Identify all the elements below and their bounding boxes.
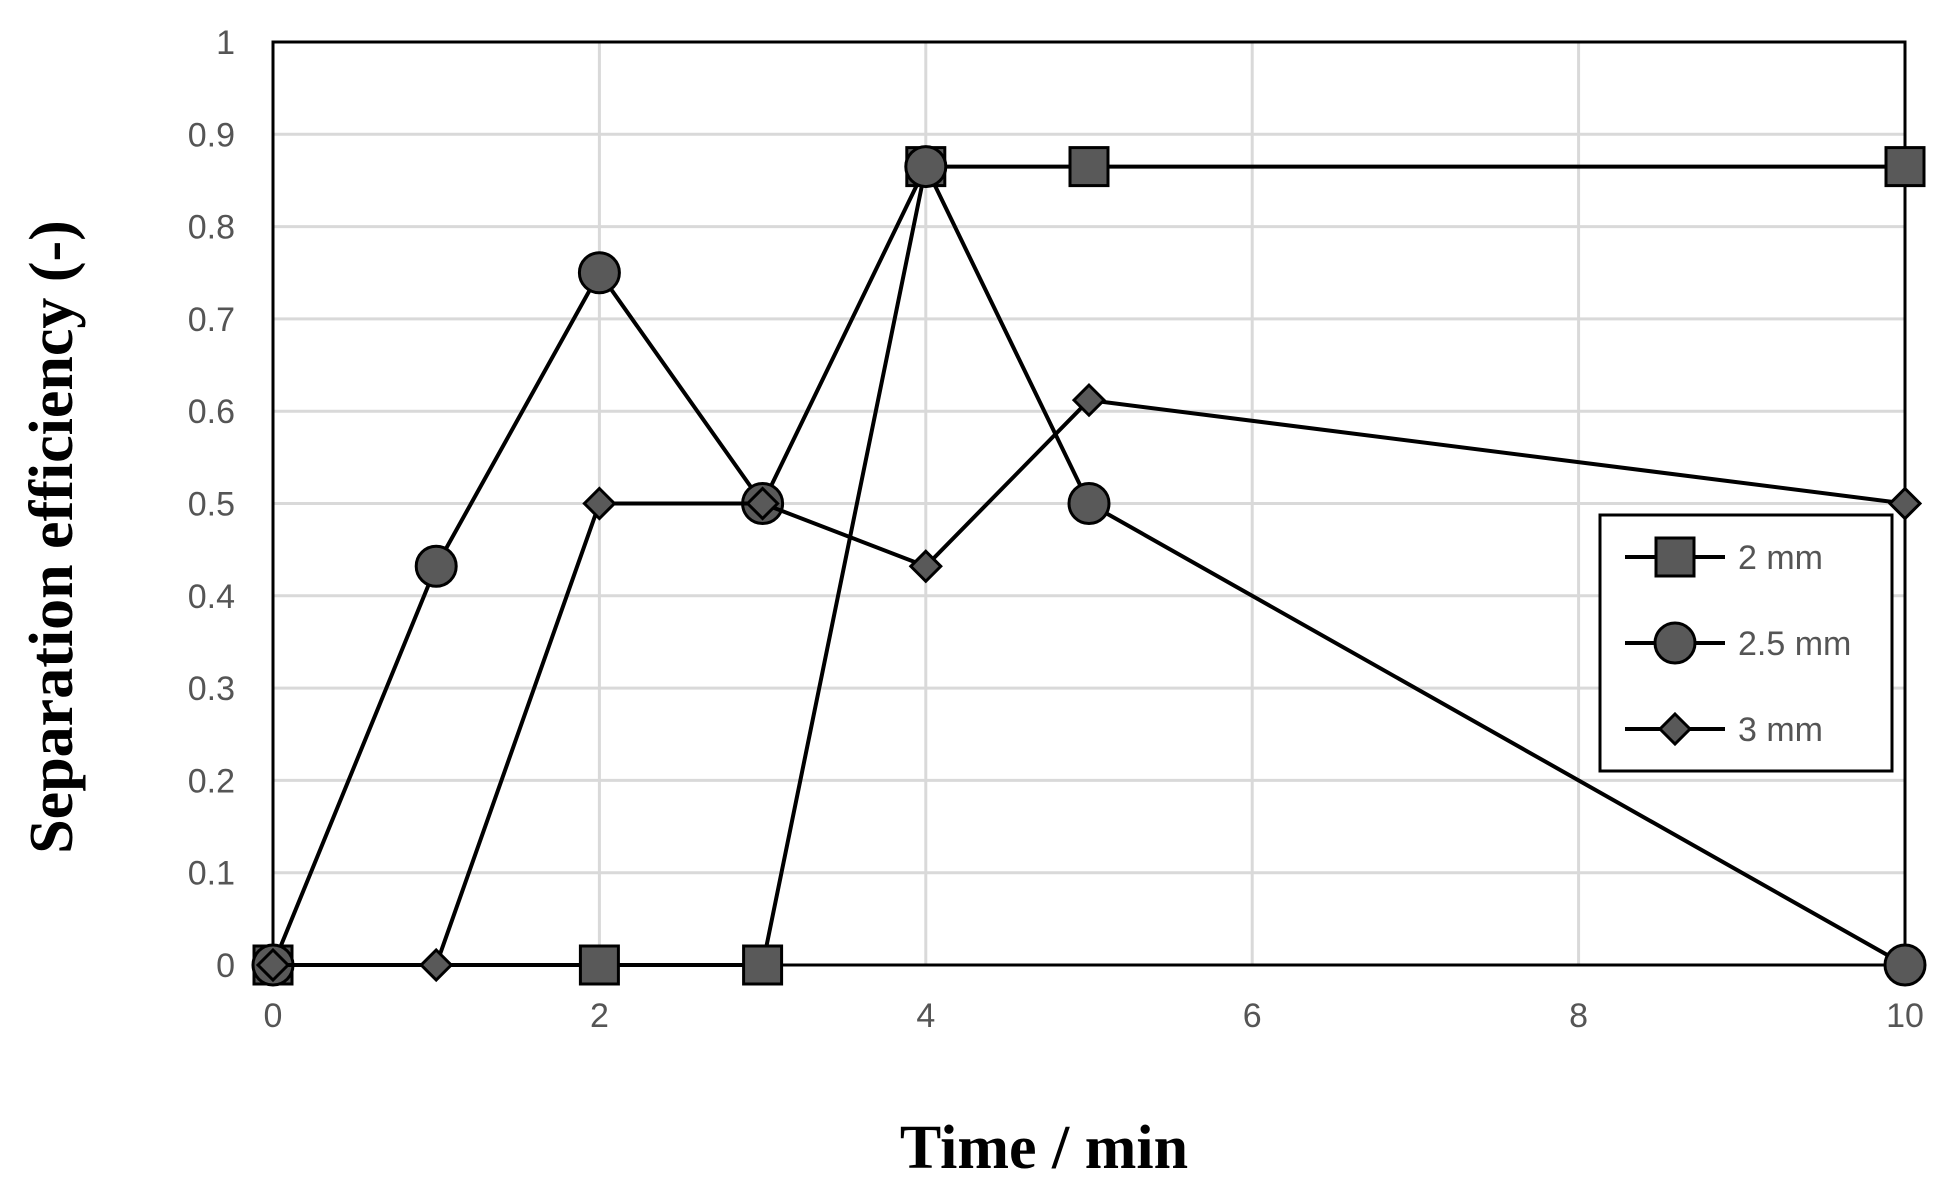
- x-tick-label: 2: [590, 997, 609, 1035]
- legend-marker-square: [1654, 536, 1696, 578]
- y-tick-label: 0.9: [188, 116, 235, 154]
- legend-label: 2 mm: [1738, 539, 1823, 577]
- y-tick-label: 0.3: [188, 670, 235, 708]
- data-point-diamond: [419, 947, 454, 983]
- data-point-diamond: [1887, 486, 1923, 521]
- legend-item: 2 mm: [1625, 536, 1823, 578]
- data-point-circle: [577, 251, 621, 295]
- legend-items: 2 mm 2.5 mm 3 mm: [1625, 536, 1851, 749]
- data-point-circle: [1883, 943, 1927, 987]
- data-point-circle: [904, 145, 948, 189]
- x-tick-label: 8: [1569, 997, 1588, 1035]
- data-point-diamond: [908, 549, 943, 584]
- legend: 2 mm 2.5 mm 3 mm: [1598, 513, 1894, 773]
- x-tick-label: 10: [1886, 997, 1924, 1035]
- data-point-diamond: [255, 947, 291, 983]
- y-axis-ticks: 0 0.1 0.2 0.3 0.4 0.5 0.6 0.7 0.8 0.9 1: [188, 24, 235, 985]
- x-tick-label: 0: [264, 997, 283, 1035]
- x-axis-title: Time / min: [900, 1114, 1188, 1182]
- data-point-square: [1884, 146, 1926, 188]
- y-tick-label: 0.7: [188, 301, 235, 339]
- series-diamond: [255, 383, 1923, 983]
- data-point-square: [742, 944, 784, 986]
- series: [251, 145, 1927, 987]
- data-point-circle: [1067, 482, 1111, 525]
- data-point-square: [578, 944, 620, 986]
- data-point-diamond: [582, 486, 617, 521]
- x-axis-ticks: 0 2 4 6 8 10: [264, 997, 1924, 1035]
- y-tick-label: 0.6: [188, 393, 235, 431]
- data-point-diamond: [745, 486, 780, 521]
- data-point-diamond: [1071, 383, 1107, 418]
- y-tick-label: 0.8: [188, 209, 235, 247]
- series-line: [273, 164, 1905, 967]
- data-point-circle: [414, 544, 458, 588]
- y-tick-label: 0.2: [188, 762, 235, 800]
- x-tick-label: 6: [1243, 997, 1262, 1035]
- x-tick-label: 4: [916, 997, 935, 1035]
- y-tick-label: 0.1: [188, 855, 235, 893]
- y-tick-label: 1: [216, 24, 235, 62]
- data-point-square: [1068, 146, 1110, 188]
- legend-item: 3 mm: [1625, 711, 1823, 749]
- y-tick-label: 0: [216, 947, 235, 985]
- legend-item: 2.5 mm: [1625, 621, 1851, 665]
- legend-marker-circle: [1653, 621, 1697, 665]
- y-tick-label: 0.4: [188, 578, 235, 616]
- legend-label: 2.5 mm: [1738, 625, 1851, 663]
- legend-marker-diamond: [1657, 711, 1693, 747]
- y-axis-title: Separation efficiency (-): [18, 220, 86, 854]
- legend-label: 3 mm: [1738, 711, 1823, 749]
- y-tick-label: 0.5: [188, 486, 235, 524]
